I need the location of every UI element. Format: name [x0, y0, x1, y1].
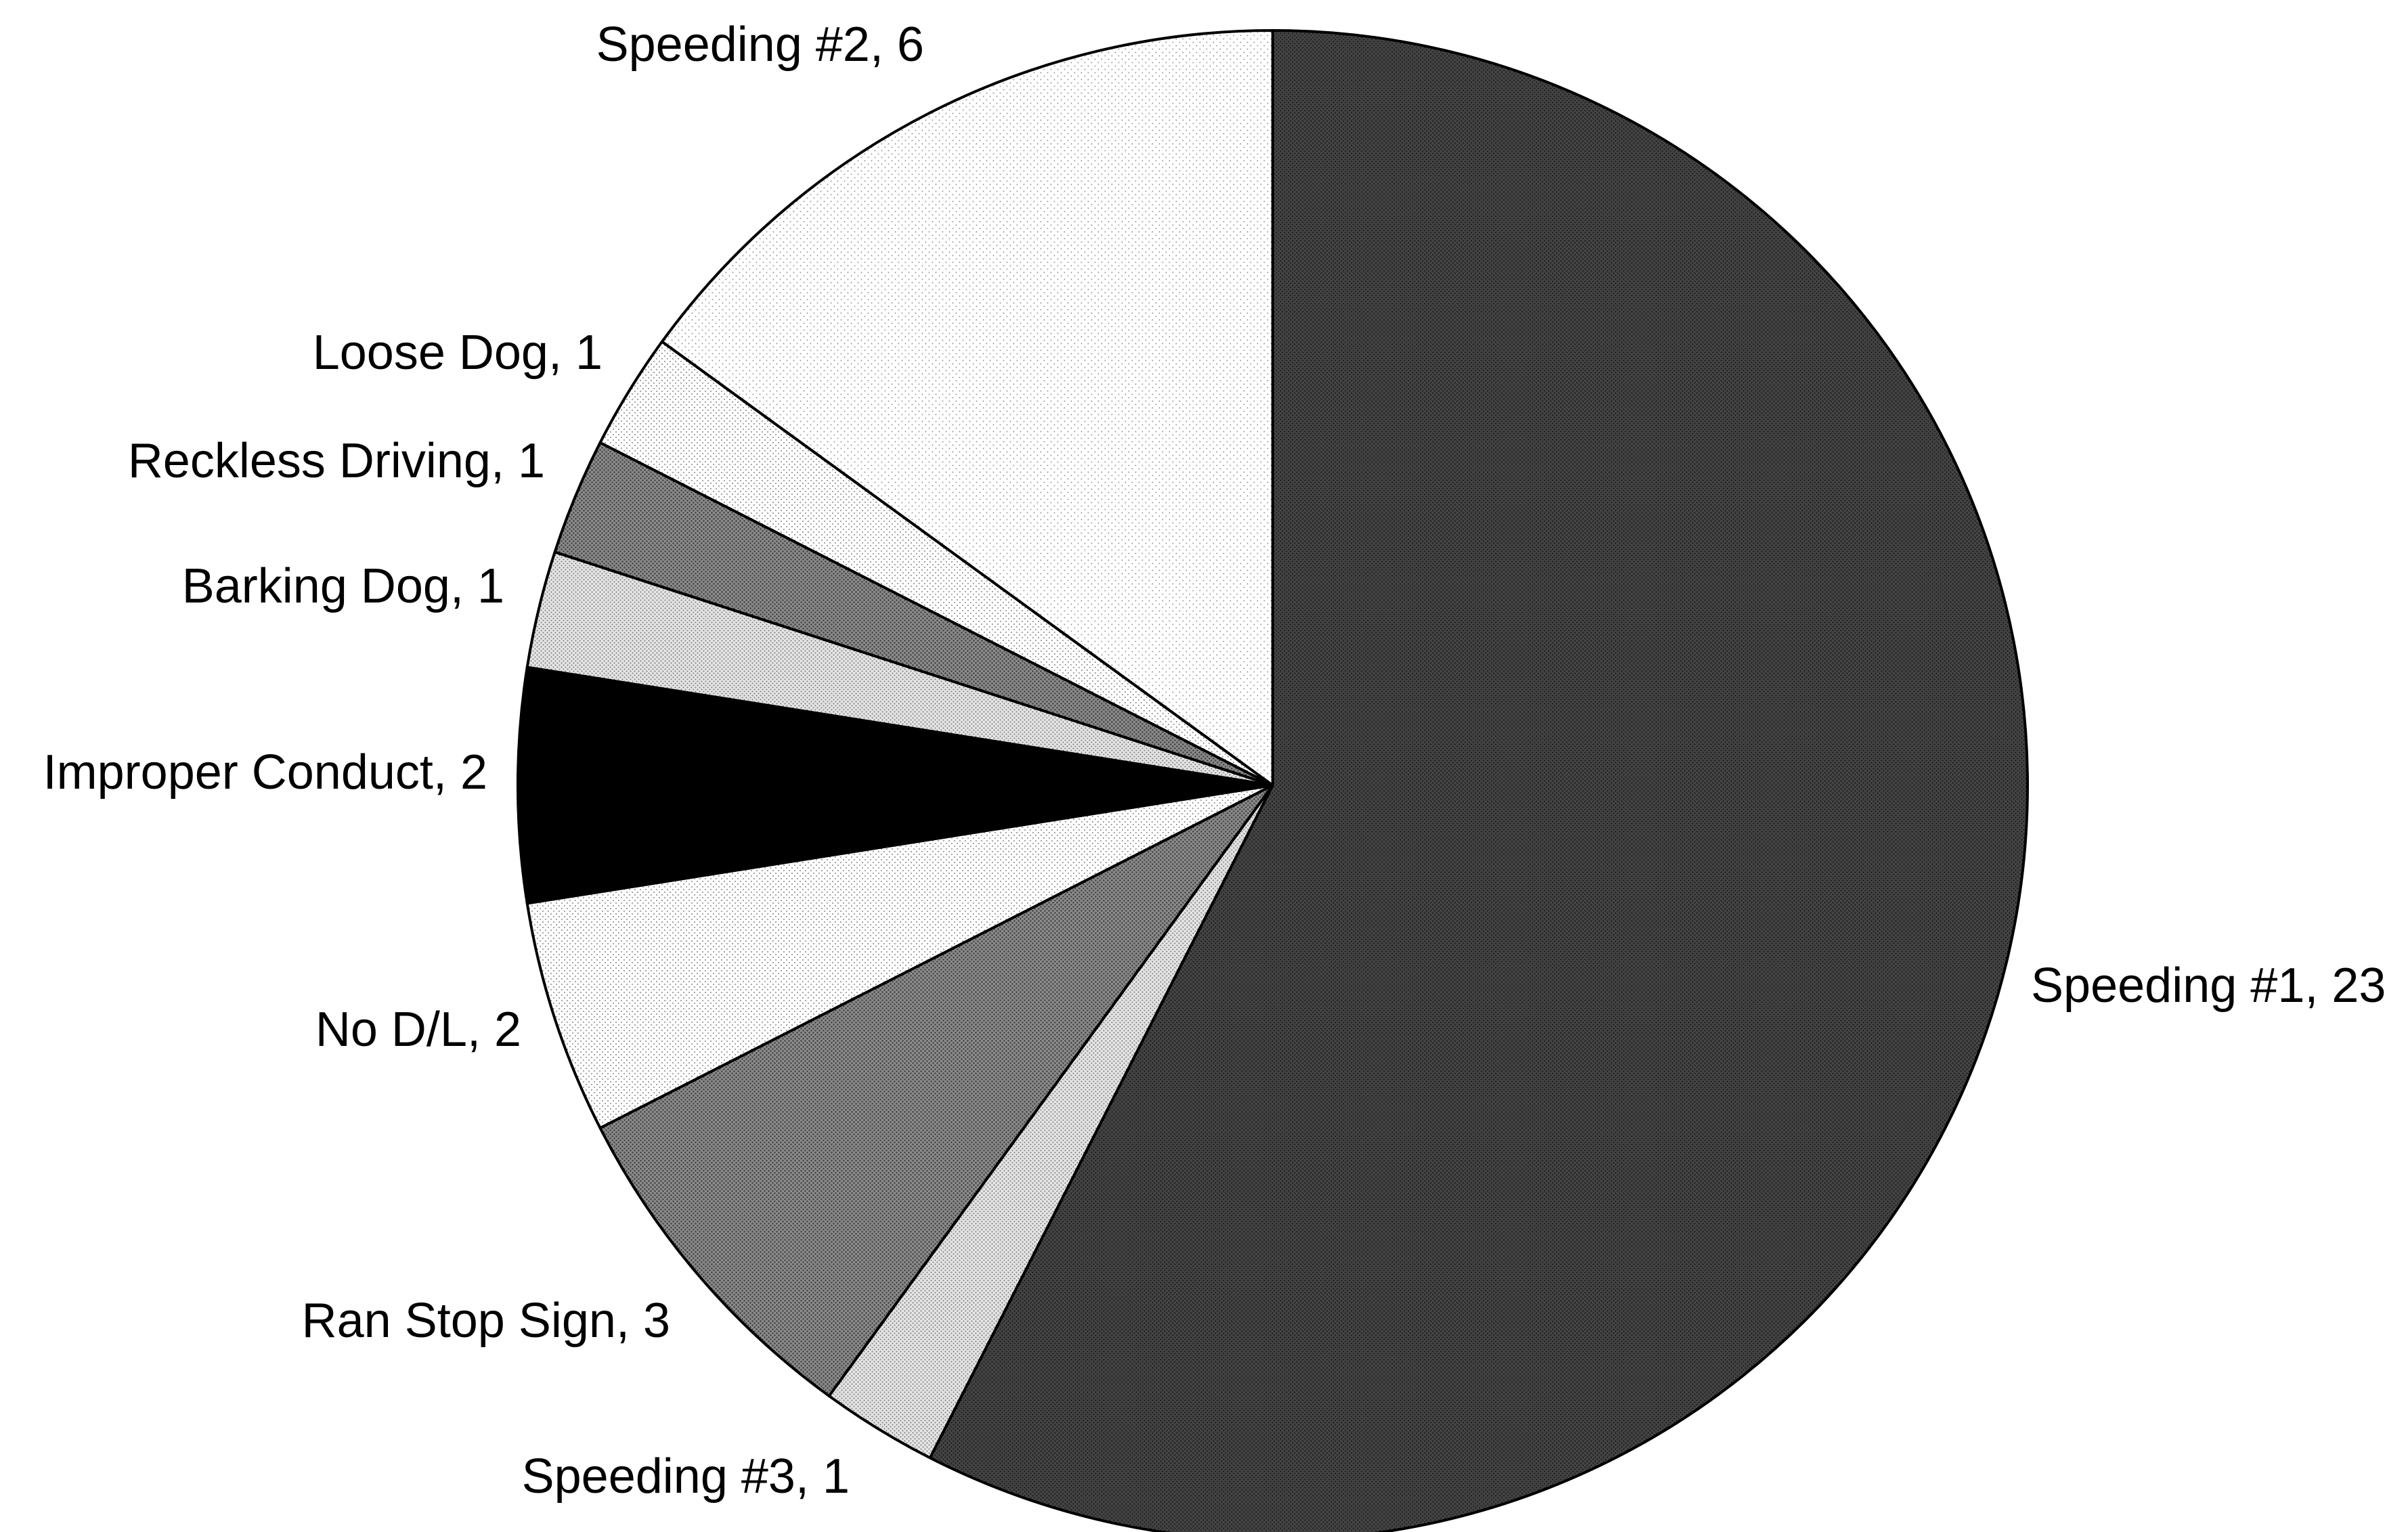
slice-label-reckless-driving: Reckless Driving, 1: [128, 434, 545, 488]
pie-slice-no-d-l: [525, 784, 1274, 1130]
slice-label-ran-stop-sign: Ran Stop Sign, 3: [302, 1294, 670, 1348]
pie-slice-improper-conduct: [517, 665, 1274, 905]
slice-label-speeding-1: Speeding #1, 23: [2031, 959, 2386, 1013]
slice-label-loose-dog: Loose Dog, 1: [313, 326, 603, 380]
slice-label-improper-conduct: Improper Conduct, 2: [43, 745, 487, 800]
slice-label-speeding-2: Speeding #2, 6: [596, 18, 924, 72]
slice-label-no-d-l: No D/L, 2: [315, 1003, 521, 1057]
pie-slice-speeding-2: [660, 29, 1274, 787]
pie-slices: [517, 29, 2030, 1532]
pie-labels: Speeding #1, 23 Speeding #3, 1 Ran Stop Si…: [43, 18, 2386, 1504]
slice-label-barking-dog: Barking Dog, 1: [182, 559, 504, 613]
pie-slice-speeding-1: [928, 29, 2030, 1532]
pie-slice-ran-stop-sign: [598, 784, 1274, 1398]
slice-label-speeding-3: Speeding #3, 1: [522, 1449, 850, 1504]
